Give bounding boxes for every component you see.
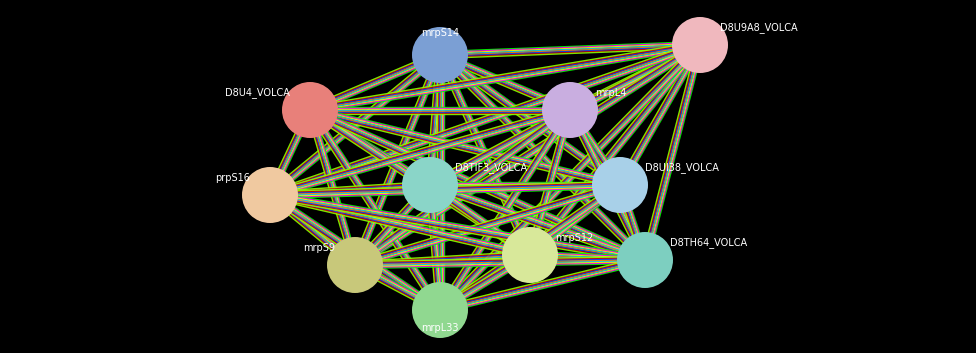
Circle shape — [617, 232, 673, 288]
Circle shape — [592, 157, 648, 213]
Circle shape — [327, 237, 383, 293]
Circle shape — [672, 17, 728, 73]
Text: D8U4_VOLCA: D8U4_VOLCA — [225, 88, 290, 98]
Text: prpS16: prpS16 — [215, 173, 250, 183]
Text: D8UI38_VOLCA: D8UI38_VOLCA — [645, 162, 719, 173]
Circle shape — [412, 282, 468, 338]
Circle shape — [402, 157, 458, 213]
Text: D8TH64_VOLCA: D8TH64_VOLCA — [670, 238, 747, 249]
Text: mrpL4: mrpL4 — [595, 88, 627, 98]
Circle shape — [282, 82, 338, 138]
Circle shape — [542, 82, 598, 138]
Text: mrpS9: mrpS9 — [303, 243, 335, 253]
Text: mrpS12: mrpS12 — [555, 233, 593, 243]
Text: mrpS14: mrpS14 — [421, 28, 459, 38]
Text: D8TIF3_VOLCA: D8TIF3_VOLCA — [455, 162, 527, 173]
Circle shape — [412, 27, 468, 83]
Circle shape — [242, 167, 298, 223]
Text: mrpL33: mrpL33 — [422, 323, 459, 333]
Text: D8U9A8_VOLCA: D8U9A8_VOLCA — [720, 23, 797, 34]
Circle shape — [502, 227, 558, 283]
